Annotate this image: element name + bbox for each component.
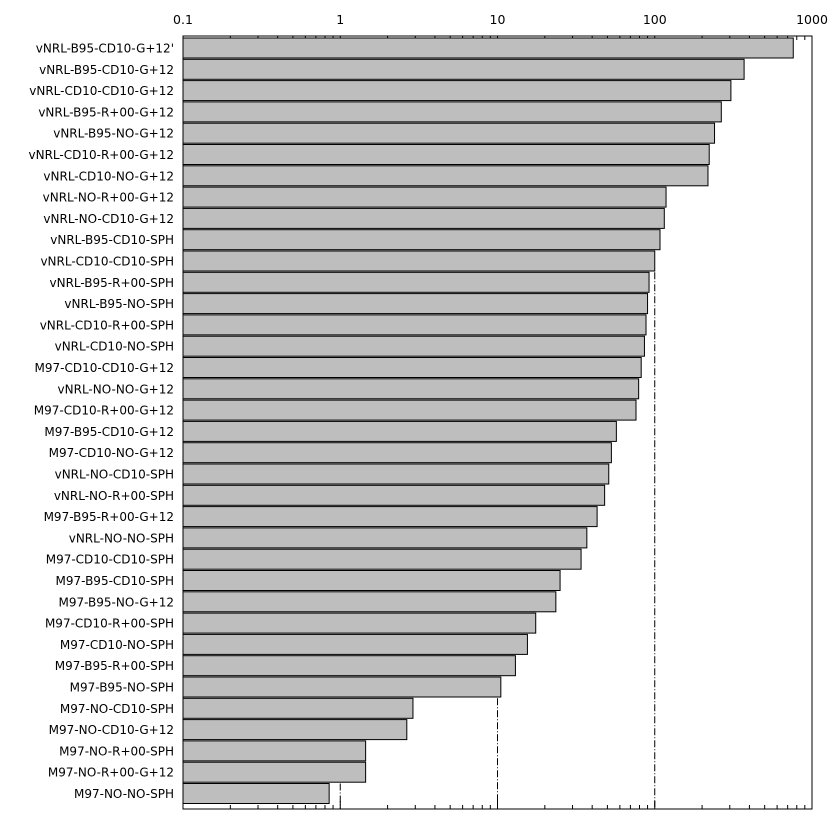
bar <box>182 633 528 655</box>
bar <box>182 357 642 378</box>
bar <box>182 378 640 400</box>
bar <box>182 293 649 315</box>
category-label: vNRL-CD10-CD10-SPH <box>40 255 174 269</box>
category-label: M97-B95-R+00-SPH <box>55 659 174 673</box>
bar <box>182 420 617 442</box>
category-label: M97-NO-R+00-G+12 <box>48 766 174 780</box>
x-tick-label: 10 <box>490 12 506 27</box>
category-label: vNRL-NO-NO-G+12 <box>58 382 174 396</box>
category-label: vNRL-B95-R+00-SPH <box>50 276 175 290</box>
x-tick-label: 1000 <box>796 12 828 27</box>
x-tick-label: 0.1 <box>173 12 193 27</box>
bar <box>182 740 367 762</box>
bar <box>182 101 722 123</box>
bar <box>182 186 667 208</box>
category-label: M97-B95-NO-G+12 <box>58 595 174 609</box>
bar <box>182 37 794 59</box>
bar <box>182 271 650 293</box>
category-label: M97-CD10-NO-G+12 <box>49 446 174 460</box>
category-label: vNRL-B95-CD10-G+12 <box>39 63 174 77</box>
category-label: vNRL-B95-CD10-SPH <box>50 233 174 247</box>
bar <box>182 335 645 357</box>
bar <box>182 570 561 591</box>
bar <box>182 697 414 719</box>
category-label: M97-CD10-CD10-SPH <box>46 553 174 567</box>
category-label: M97-NO-CD10-SPH <box>60 702 174 716</box>
bar <box>182 80 732 102</box>
bar <box>182 506 598 528</box>
reference-lines <box>339 272 656 809</box>
bar <box>182 612 537 634</box>
category-label: M97-CD10-CD10-G+12 <box>35 361 174 375</box>
bar <box>182 442 612 464</box>
category-label: M97-NO-R+00-SPH <box>59 744 174 758</box>
category-label: vNRL-NO-R+00-SPH <box>54 489 174 503</box>
bar <box>182 144 710 165</box>
category-label: M97-B95-NO-SPH <box>70 681 174 695</box>
category-labels: vNRL-B95-CD10-G+12' vNRL-B95-CD10-G+12 vNR… <box>29 42 175 802</box>
category-label: vNRL-CD10-R+00-SPH <box>40 318 174 332</box>
bar <box>182 399 637 421</box>
category-label: M97-NO-CD10-G+12 <box>49 723 174 737</box>
category-label: vNRL-NO-NO-SPH <box>69 531 174 545</box>
category-label: vNRL-CD10-NO-SPH <box>55 340 174 354</box>
bar <box>182 719 408 741</box>
bar <box>182 122 716 144</box>
bar <box>182 527 588 549</box>
category-label: vNRL-CD10-NO-G+12 <box>43 169 174 183</box>
bar <box>182 229 661 251</box>
category-label: vNRL-CD10-CD10-G+12 <box>29 84 174 98</box>
category-label: M97-CD10-NO-SPH <box>60 638 174 652</box>
bar <box>182 655 516 677</box>
bar <box>182 250 656 272</box>
category-label: vNRL-NO-CD10-SPH <box>55 468 174 482</box>
category-label: M97-CD10-R+00-SPH <box>45 617 174 631</box>
bar <box>182 484 606 506</box>
bars <box>182 37 794 804</box>
category-label: M97-NO-NO-SPH <box>74 787 174 801</box>
category-label: vNRL-NO-R+00-G+12 <box>43 191 174 205</box>
category-label: vNRL-B95-R+00-G+12 <box>38 105 174 119</box>
bar <box>182 207 665 229</box>
bar <box>182 463 610 485</box>
category-label: M97-B95-CD10-G+12 <box>44 425 174 439</box>
bar <box>182 591 557 613</box>
bar <box>182 783 330 804</box>
category-label: M97-B95-CD10-SPH <box>56 574 174 588</box>
bar <box>182 58 745 80</box>
category-label: vNRL-NO-CD10-G+12 <box>43 212 174 226</box>
bar <box>182 676 502 698</box>
bar <box>182 165 709 187</box>
plot-frame <box>182 35 813 810</box>
category-label: vNRL-B95-NO-G+12 <box>53 127 174 141</box>
category-label: vNRL-CD10-R+00-G+12 <box>29 148 175 162</box>
category-label: vNRL-B95-CD10-G+12' <box>36 42 174 56</box>
category-label: vNRL-B95-NO-SPH <box>64 297 174 311</box>
category-label: M97-CD10-R+00-G+12 <box>34 404 174 418</box>
x-tick-label: 1 <box>336 12 344 27</box>
category-label: M97-B95-R+00-G+12 <box>44 510 174 524</box>
bar <box>182 548 582 570</box>
x-tick-label: 100 <box>643 12 667 27</box>
bar <box>182 314 647 336</box>
bar <box>182 761 367 783</box>
